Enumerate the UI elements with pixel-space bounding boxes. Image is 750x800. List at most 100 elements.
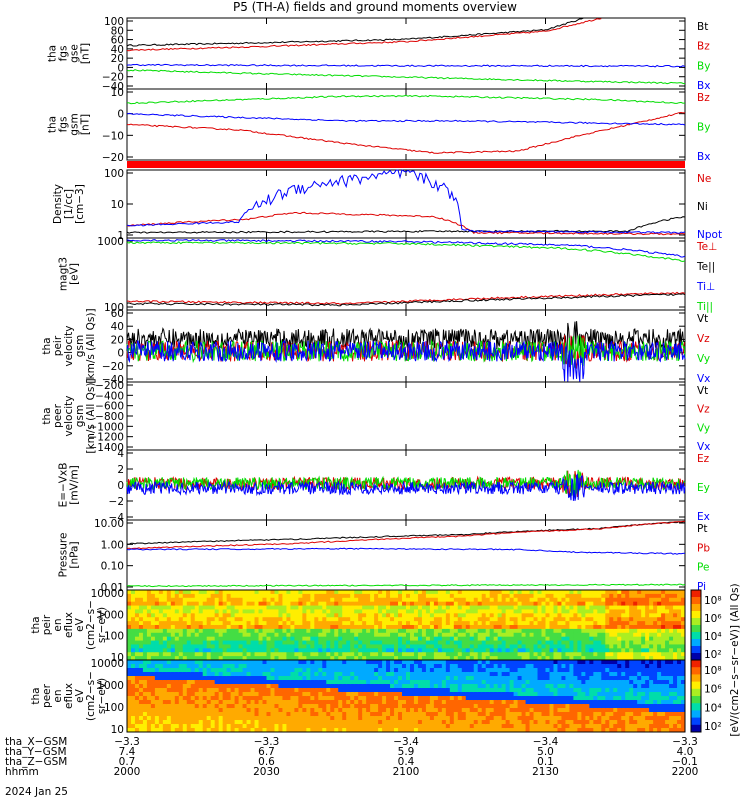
panel-frame bbox=[126, 169, 686, 239]
x-row-value: 0.4 bbox=[398, 756, 415, 768]
y-axis-label: E=−VxB bbox=[58, 463, 70, 508]
panel-frame bbox=[126, 381, 686, 451]
series-vx bbox=[126, 339, 686, 383]
y-axis-label: velocity bbox=[63, 325, 75, 366]
panel-peer_spec bbox=[126, 659, 686, 733]
y-tick-label: 2 bbox=[117, 464, 124, 476]
series-bt bbox=[126, 17, 584, 47]
panel-pressure bbox=[126, 519, 686, 591]
x-row-value: 6.7 bbox=[258, 746, 275, 758]
series-ey bbox=[126, 469, 686, 498]
colorbar-tick: 10⁶ bbox=[704, 613, 722, 625]
y-axis-label: (cm2−s− bbox=[85, 671, 97, 721]
colorbar-tick: 10⁴ bbox=[704, 702, 722, 714]
y-axis-label: [km/s (All Qs)] bbox=[85, 378, 97, 453]
x-row-label: tha_X−GSM bbox=[5, 736, 67, 748]
y-axis-label: peer bbox=[52, 403, 64, 428]
y-axis-label: en bbox=[52, 618, 64, 631]
x-row-value: 2200 bbox=[672, 766, 699, 778]
y-axis-label: (cm2−s− bbox=[85, 600, 97, 650]
x-row-value: 7.4 bbox=[119, 746, 136, 758]
y-axis-label: eflux bbox=[63, 683, 75, 709]
y-tick-label: 10.00 bbox=[94, 518, 124, 530]
y-axis-label: velocity bbox=[63, 395, 75, 436]
heatmap-frame bbox=[126, 659, 686, 733]
y-tick-label: −1200 bbox=[88, 432, 124, 444]
x-row-value: −3.3 bbox=[672, 736, 698, 748]
y-axis-label: [nT] bbox=[80, 43, 92, 64]
y-tick-label: 40 bbox=[111, 44, 124, 56]
legend-vz: Vz bbox=[697, 333, 710, 345]
y-tick-label: −20 bbox=[102, 152, 124, 164]
y-axis-label: gsm bbox=[74, 405, 86, 427]
y-tick-label: −10 bbox=[102, 130, 124, 142]
colorbar-2 bbox=[690, 659, 702, 733]
y-tick-label: −4 bbox=[109, 512, 125, 524]
colorbar-tick: 10⁸ bbox=[704, 595, 722, 607]
y-tick-label: −2 bbox=[109, 496, 124, 508]
x-row-value: 5.0 bbox=[537, 746, 554, 758]
y-axis-label: fgs bbox=[58, 117, 70, 133]
x-row-value: 0.1 bbox=[537, 756, 554, 768]
y-axis-label: [km/s (All Qs)] bbox=[85, 308, 97, 383]
series-ti bbox=[126, 241, 686, 263]
y-tick-label: 20 bbox=[111, 334, 124, 346]
y-axis-label: gsm bbox=[69, 113, 81, 135]
legend-ni: Ni bbox=[697, 201, 708, 213]
y-tick-label: 0 bbox=[117, 62, 124, 74]
legend-bz: Bz bbox=[697, 41, 710, 53]
legend-ti: Ti⊥ bbox=[696, 281, 715, 293]
legend-bx: Bx bbox=[697, 80, 710, 92]
y-axis-label: [mV/m] bbox=[69, 465, 81, 504]
colorbar-tick: 10⁸ bbox=[704, 665, 722, 677]
y-tick-label: 10 bbox=[111, 199, 124, 211]
x-row-value: 2100 bbox=[393, 766, 420, 778]
y-tick-label: 1000 bbox=[97, 680, 124, 692]
y-axis-label: tha bbox=[47, 116, 59, 133]
x-row-value: −3.3 bbox=[114, 736, 140, 748]
y-tick-label: 10000 bbox=[91, 588, 124, 600]
series-bz bbox=[126, 111, 686, 154]
series-te bbox=[126, 293, 686, 307]
panel-peir_spec bbox=[126, 589, 686, 661]
y-axis-label: eV bbox=[74, 688, 86, 702]
series-pi bbox=[126, 547, 686, 555]
legend-vz: Vz bbox=[697, 404, 710, 416]
x-row-label: tha_Y−GSM bbox=[5, 746, 67, 758]
y-axis-label: eflux bbox=[63, 612, 75, 638]
legend-ey: Ey bbox=[697, 482, 710, 494]
y-tick-label: 0 bbox=[117, 109, 124, 121]
legend-vt: Vt bbox=[697, 313, 708, 325]
series-ti bbox=[126, 239, 686, 258]
series-bx bbox=[126, 112, 686, 126]
series-pe bbox=[126, 583, 686, 588]
colorbar-tick: 10² bbox=[704, 649, 722, 661]
y-tick-label: 1000 bbox=[97, 609, 124, 621]
legend-vy: Vy bbox=[697, 353, 710, 365]
y-axis-label: magt3 bbox=[58, 257, 70, 291]
y-tick-label: 4 bbox=[117, 448, 124, 460]
panel-fgs_gse bbox=[126, 17, 686, 90]
legend-vy: Vy bbox=[697, 422, 710, 434]
y-tick-label: 80 bbox=[111, 25, 124, 37]
x-row-value: 0.6 bbox=[258, 756, 275, 768]
y-axis-label: sr−eV) bbox=[96, 607, 108, 643]
y-axis-label: fgs bbox=[58, 46, 70, 62]
legend-ez: Ez bbox=[697, 453, 710, 465]
legend-pi: Pi bbox=[697, 581, 706, 593]
panel-peir_vel bbox=[126, 309, 686, 383]
y-tick-label: 20 bbox=[111, 53, 124, 65]
x-row-value: 0.7 bbox=[119, 756, 136, 768]
y-tick-label: −600 bbox=[95, 401, 124, 413]
y-axis-label: peir bbox=[52, 335, 64, 356]
y-tick-label: 1.00 bbox=[101, 539, 124, 551]
y-tick-label: −400 bbox=[95, 390, 124, 402]
legend-vt: Vt bbox=[697, 385, 708, 397]
panel-frame bbox=[126, 17, 686, 90]
x-row-value: 2030 bbox=[253, 766, 280, 778]
colorbar-tick: 10⁶ bbox=[704, 684, 722, 696]
y-axis-label: tha bbox=[30, 687, 42, 704]
y-tick-label: 100 bbox=[104, 302, 124, 314]
legend-ex: Ex bbox=[697, 511, 710, 523]
